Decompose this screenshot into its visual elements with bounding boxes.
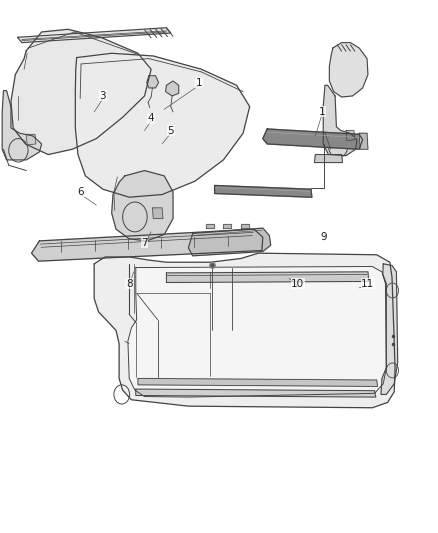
Text: 9: 9 bbox=[321, 232, 328, 242]
Polygon shape bbox=[166, 272, 369, 282]
Polygon shape bbox=[128, 266, 386, 397]
Text: 8: 8 bbox=[126, 279, 133, 288]
Polygon shape bbox=[166, 81, 179, 96]
Polygon shape bbox=[75, 53, 250, 197]
Polygon shape bbox=[32, 229, 263, 261]
Polygon shape bbox=[2, 91, 42, 160]
Polygon shape bbox=[314, 155, 343, 163]
Polygon shape bbox=[263, 129, 363, 149]
Polygon shape bbox=[147, 76, 159, 88]
Polygon shape bbox=[215, 185, 312, 197]
Polygon shape bbox=[188, 228, 271, 256]
Text: 6: 6 bbox=[78, 187, 85, 197]
Text: 7: 7 bbox=[141, 238, 148, 247]
Polygon shape bbox=[112, 171, 173, 241]
Polygon shape bbox=[241, 224, 249, 228]
Polygon shape bbox=[26, 134, 36, 145]
Polygon shape bbox=[138, 378, 378, 386]
Polygon shape bbox=[223, 224, 231, 228]
Polygon shape bbox=[323, 85, 357, 156]
Polygon shape bbox=[346, 131, 355, 141]
Text: 4: 4 bbox=[148, 114, 155, 123]
Polygon shape bbox=[152, 208, 163, 219]
Text: 10: 10 bbox=[291, 279, 304, 288]
Polygon shape bbox=[94, 253, 395, 408]
Text: 1: 1 bbox=[196, 78, 203, 87]
Polygon shape bbox=[381, 264, 398, 394]
Polygon shape bbox=[11, 29, 151, 155]
Text: 5: 5 bbox=[167, 126, 174, 135]
Text: 3: 3 bbox=[99, 91, 106, 101]
Polygon shape bbox=[206, 224, 214, 228]
Polygon shape bbox=[359, 133, 368, 149]
Polygon shape bbox=[329, 43, 368, 97]
Text: 11: 11 bbox=[361, 279, 374, 288]
Polygon shape bbox=[18, 28, 171, 43]
Polygon shape bbox=[136, 389, 376, 397]
Text: 1: 1 bbox=[318, 107, 325, 117]
